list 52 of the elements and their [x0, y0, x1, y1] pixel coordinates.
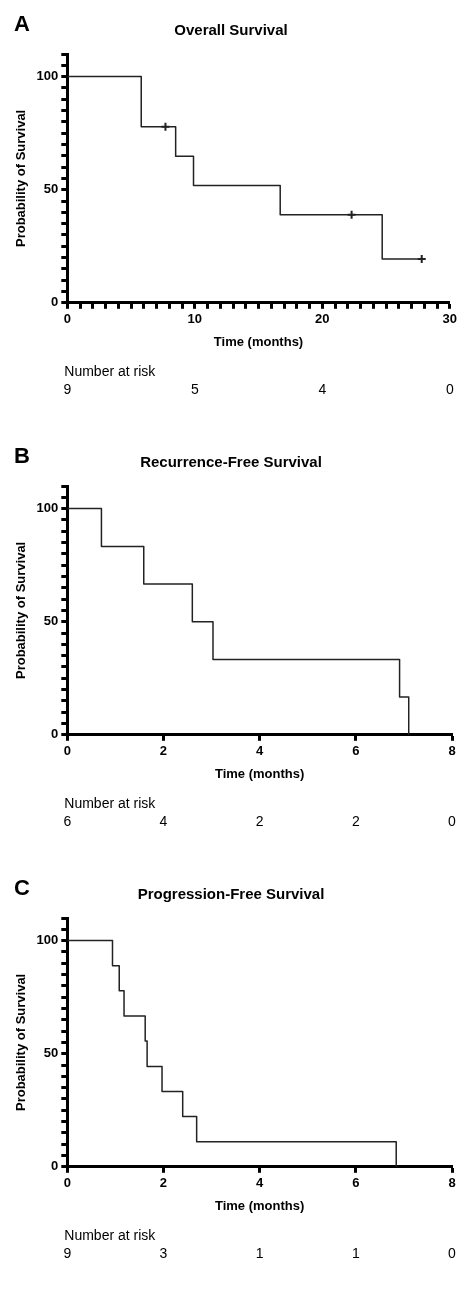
- text: 9: [63, 380, 72, 397]
- text: 4: [318, 380, 327, 397]
- x-tick-label: 8: [448, 743, 456, 759]
- text: 0: [448, 1244, 457, 1261]
- text: 1: [351, 1244, 360, 1261]
- x-tick-label: 0: [63, 743, 71, 759]
- text: 6: [63, 812, 72, 829]
- y-tick-label: 50: [43, 181, 59, 197]
- x-tick-label: 4: [256, 1175, 265, 1191]
- text: B: [14, 443, 30, 469]
- text: 2: [351, 812, 360, 829]
- chart-title: Overall Survival: [174, 21, 288, 39]
- x-tick-label: 4: [256, 743, 265, 759]
- text: 3: [159, 1244, 168, 1261]
- y-tick-label: 100: [36, 68, 59, 84]
- chart-title: Progression-Free Survival: [137, 885, 325, 903]
- y-tick-label: 100: [36, 932, 59, 948]
- y-tick-label: 0: [51, 1158, 59, 1174]
- text: 9: [63, 1244, 72, 1261]
- text: 1: [255, 1244, 264, 1261]
- y-tick-label: 0: [51, 294, 59, 310]
- y-axis-title: Probability of Survival: [13, 541, 29, 680]
- y-axis-title: Probability of Survival: [13, 109, 29, 248]
- y-tick-label: 0: [51, 726, 59, 742]
- x-tick-label: 6: [352, 743, 360, 759]
- text: 0: [448, 812, 457, 829]
- text: A: [14, 11, 30, 37]
- y-tick-label: 50: [43, 1045, 59, 1061]
- x-tick-label: 30: [442, 311, 457, 327]
- chart-title: Recurrence-Free Survival: [140, 453, 322, 471]
- x-tick-label: 8: [448, 1175, 456, 1191]
- x-axis-title: Time (months): [214, 765, 305, 781]
- text: 0: [445, 380, 454, 397]
- x-tick-label: 6: [352, 1175, 360, 1191]
- x-tick-label: 0: [63, 311, 71, 327]
- y-tick-label: 50: [43, 613, 59, 629]
- text: 4: [159, 812, 168, 829]
- x-axis-title: Time (months): [213, 333, 304, 349]
- y-axis-title: Probability of Survival: [13, 973, 29, 1112]
- x-tick-label: 0: [63, 1175, 71, 1191]
- text: Number at risk: [64, 362, 157, 379]
- text: 2: [255, 812, 264, 829]
- x-tick-label: 2: [159, 743, 168, 759]
- text: Number at risk: [64, 1226, 157, 1243]
- text: 5: [190, 380, 199, 397]
- x-axis-title: Time (months): [214, 1197, 305, 1213]
- x-tick-label: 20: [315, 311, 330, 327]
- x-tick-label: 10: [187, 311, 203, 327]
- x-tick-label: 2: [159, 1175, 168, 1191]
- y-tick-label: 100: [36, 500, 59, 516]
- text: Number at risk: [64, 794, 157, 811]
- text: C: [14, 875, 30, 901]
